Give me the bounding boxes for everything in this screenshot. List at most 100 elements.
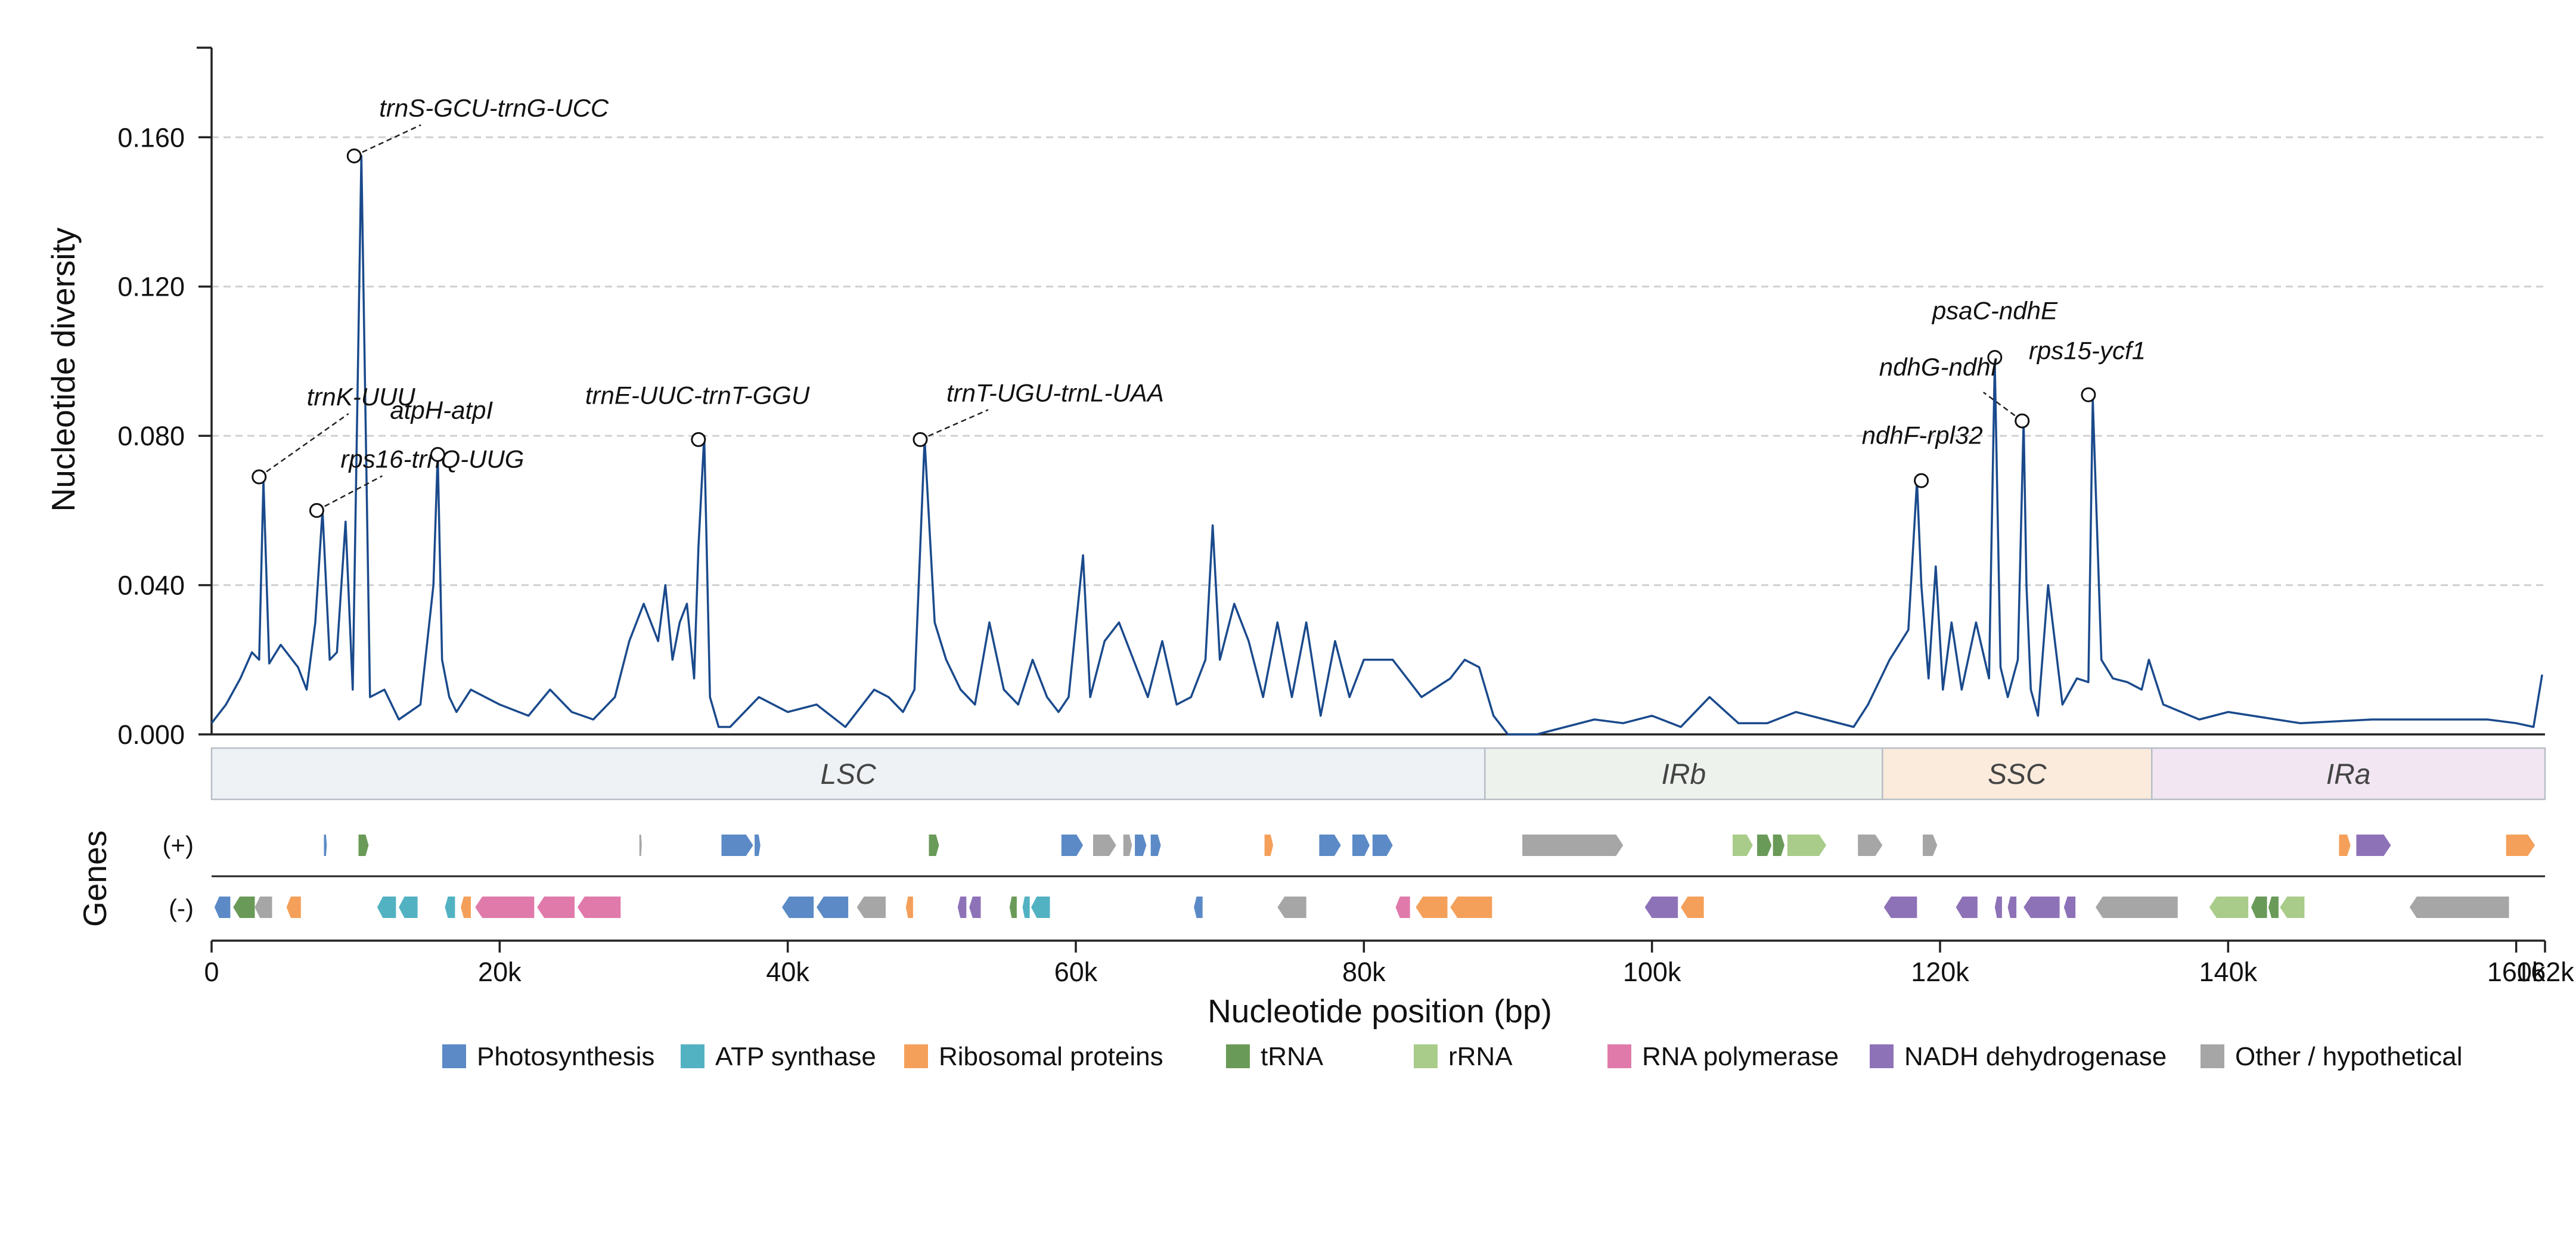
annotation-label: ndhG-ndhI [1879,353,1998,381]
legend-label-other-hypothetical: Other / hypothetical [2235,1042,2463,1071]
gene-arrow-nadh-dehydrogenase [2063,897,2076,918]
gene-arrow-photosynthesis [214,897,231,918]
legend-swatch-atp-synthase [681,1044,704,1068]
annotation-leader [259,413,349,478]
x-tick-label: 100k [1623,957,1681,987]
gene-arrow-photosynthesis [817,897,849,918]
annotation-label: rps15-ycf1 [2029,336,2146,364]
legend-swatch-photosynthesis [442,1044,466,1068]
legend-swatch-rna-polymerase [1607,1044,1631,1068]
gene-arrow-other-hypothetical [1123,835,1132,856]
gene-arrow-trna [2268,897,2279,918]
axes: 0.000 0.040 0.080 0.120 0.160 0 20k 40k 60k 80k 10… [117,46,2574,987]
annotation-label: psaC-ndhE [1931,297,2058,325]
legend-swatch-nadh-dehydrogenase [1870,1044,1894,1068]
gene-arrow-trna [1773,835,1784,856]
annotation-label: trnE-UUC-trnT-GGU [585,381,810,409]
legend: Photosynthesis ATP synthase Ribosomal prot… [442,1042,2463,1071]
hotspot-marker [252,469,267,485]
region-label-ira: IRa [2326,759,2371,790]
legend-label-rrna: rRNA [1448,1042,1513,1071]
gene-arrow-other-hypothetical [1277,897,1306,918]
x-axis-title: Nucleotide position (bp) [1208,993,1552,1029]
hotspot-marker [2081,387,2096,402]
hotspot-marker [2015,413,2030,429]
gene-arrow-rrna [2280,897,2305,918]
x-tick-label: 0 [204,957,219,987]
region-lsc [210,747,1486,801]
legend-swatch-rrna [1414,1044,1438,1068]
gene-arrow-other-hypothetical [2409,897,2509,918]
gene-arrow-rna-polymerase [577,897,621,918]
gene-arrow-ribosomal-proteins [2339,835,2351,856]
x-tick-label: 80k [1342,957,1386,987]
gene-arrow-rrna [1733,835,1753,856]
gene-arrow-nadh-dehydrogenase [2007,897,2017,918]
gene-arrow-nadh-dehydrogenase [1994,897,2002,918]
gene-arrow-nadh-dehydrogenase [1644,897,1678,918]
region-ira [2151,747,2546,801]
gene-arrow-nadh-dehydrogenase [969,897,981,918]
annotation-leader [353,124,421,157]
gene-arrow-atp-synthase [399,897,418,918]
gene-arrow-photosynthesis [1194,897,1203,918]
gene-arrow-other-hypothetical [1522,835,1624,856]
gene-arrow-nadh-dehydrogenase [2023,897,2060,918]
y-tick-label: 0.120 [117,272,185,302]
hotspot-marker [913,432,928,447]
x-tick-label: 160k [2487,957,2546,987]
gene-arrow-photosynthesis [324,835,327,856]
annotation-label: trnK-UUU [307,383,416,411]
hotspot-marker [691,432,706,447]
legend-swatch-other-hypothetical [2201,1044,2224,1068]
gene-arrow-photosynthesis [755,835,761,856]
annotation-leader [316,475,383,511]
gene-arrow-trna [929,835,939,856]
diversity-line [210,154,2543,736]
gene-arrow-atp-synthase [1031,897,1050,918]
gene-arrow-trna [233,897,255,918]
annotation-label: atpH-atpI [390,396,493,424]
gene-arrow-photosynthesis [782,897,814,918]
x-tick-label: 20k [478,957,522,987]
x-tick-label: 140k [2199,957,2258,987]
legend-swatch-ribosomal-proteins [904,1044,928,1068]
annotation-leader [1983,392,2023,422]
gene-arrow-atp-synthase [377,897,396,918]
hotspot-marker [346,148,362,164]
annotation-leader [920,409,989,441]
grid-layer [212,136,2545,587]
gene-arrow-trna [2251,897,2267,918]
genes-track-title: Genes [76,830,113,927]
y-tick-label: 0.160 [117,122,185,153]
strand-plus-label: (+) [163,831,194,859]
gene-arrow-photosynthesis [1352,835,1370,856]
legend-label-atp-synthase: ATP synthase [715,1042,876,1071]
annotation-label: trnT-UGU-trnL-UAA [946,379,1164,407]
x-tick-label: 162k [2516,957,2574,987]
gene-arrow-nadh-dehydrogenase [957,897,967,918]
hotspot-marker [1914,473,1929,488]
gene-arrow-ribosomal-proteins [1450,897,1492,918]
gene-arrow-atp-synthase [445,897,455,918]
gene-arrow-ribosomal-proteins [461,897,471,918]
y-tick-label: 0.080 [117,421,185,451]
annotation-label: trnS-GCU-trnG-UCC [379,94,609,122]
gene-arrow-ribosomal-proteins [1681,897,1704,918]
legend-swatch-trna [1226,1044,1250,1068]
gene-arrow-trna [358,835,369,856]
gene-arrow-nadh-dehydrogenase [1956,897,1978,918]
region-label-lsc: LSC [820,759,876,790]
annotation-label: ndhF-rpl32 [1862,421,1983,449]
hotspot-marker [1987,350,2003,365]
gene-arrow-other-hypothetical [856,897,886,918]
legend-label-photosynthesis: Photosynthesis [477,1042,654,1071]
y-axis-title: Nucleotide diversity [45,227,82,511]
gene-arrow-rna-polymerase [1395,897,1410,918]
gene-arrow-ribosomal-proteins [905,897,913,918]
gene-arrow-photosynthesis [1319,835,1341,856]
x-tick-label: 120k [1911,957,1969,987]
gene-arrow-photosynthesis [1372,835,1393,856]
gene-arrow-trna [1009,897,1017,918]
gene-arrow-rrna [2209,897,2249,918]
